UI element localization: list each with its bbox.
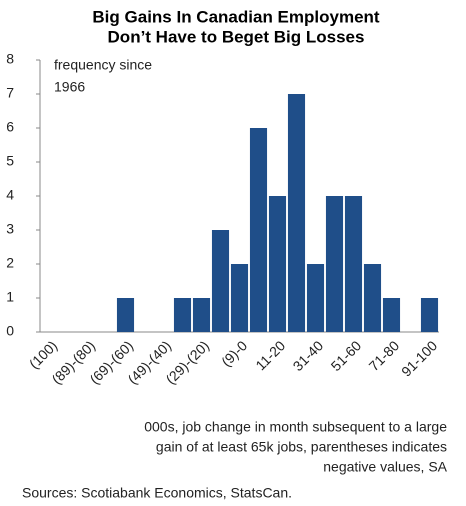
bar: [173, 298, 192, 332]
y-tick-label: 4: [6, 187, 14, 203]
bar: [192, 298, 211, 332]
bar: [363, 264, 382, 332]
bar: [268, 196, 287, 332]
y-tick-label: 7: [6, 85, 14, 101]
bar: [116, 298, 135, 332]
source: Sources: Scotiabank Economics, StatsCan.: [22, 485, 292, 501]
bar: [287, 94, 306, 332]
bar: [249, 128, 268, 332]
chart-title: Big Gains In Canadian Employment: [92, 7, 379, 26]
y-tick-label: 8: [6, 51, 14, 67]
x-axis-label: gain of at least 65k jobs, parentheses i…: [156, 439, 447, 455]
y-axis-label: 1966: [54, 79, 85, 95]
x-axis-label: negative values, SA: [323, 459, 447, 475]
x-tick-label: 11-20: [252, 337, 288, 373]
y-tick-label: 0: [6, 323, 14, 339]
y-axis-label: frequency since: [54, 57, 152, 73]
bar: [382, 298, 401, 332]
bar: [306, 264, 325, 332]
chart-title: Don’t Have to Beget Big Losses: [108, 27, 365, 46]
bar: [420, 298, 439, 332]
y-tick-label: 1: [6, 289, 14, 305]
y-tick-label: 5: [6, 153, 14, 169]
y-tick-label: 3: [6, 221, 14, 237]
bar: [230, 264, 249, 332]
x-axis-label: 000s, job change in month subsequent to …: [144, 419, 447, 435]
x-tick-label: 31-40: [290, 337, 327, 374]
bar: [344, 196, 363, 332]
x-tick-label: 51-60: [328, 337, 365, 374]
bar: [211, 230, 230, 332]
x-tick-label: 91-100: [398, 337, 440, 379]
x-tick-label: (9)-0: [218, 337, 250, 369]
x-tick-label: 71-80: [366, 337, 403, 374]
y-tick-label: 6: [6, 119, 14, 135]
x-tick-label: (100): [26, 337, 60, 371]
bar: [325, 196, 344, 332]
y-tick-label: 2: [6, 255, 14, 271]
